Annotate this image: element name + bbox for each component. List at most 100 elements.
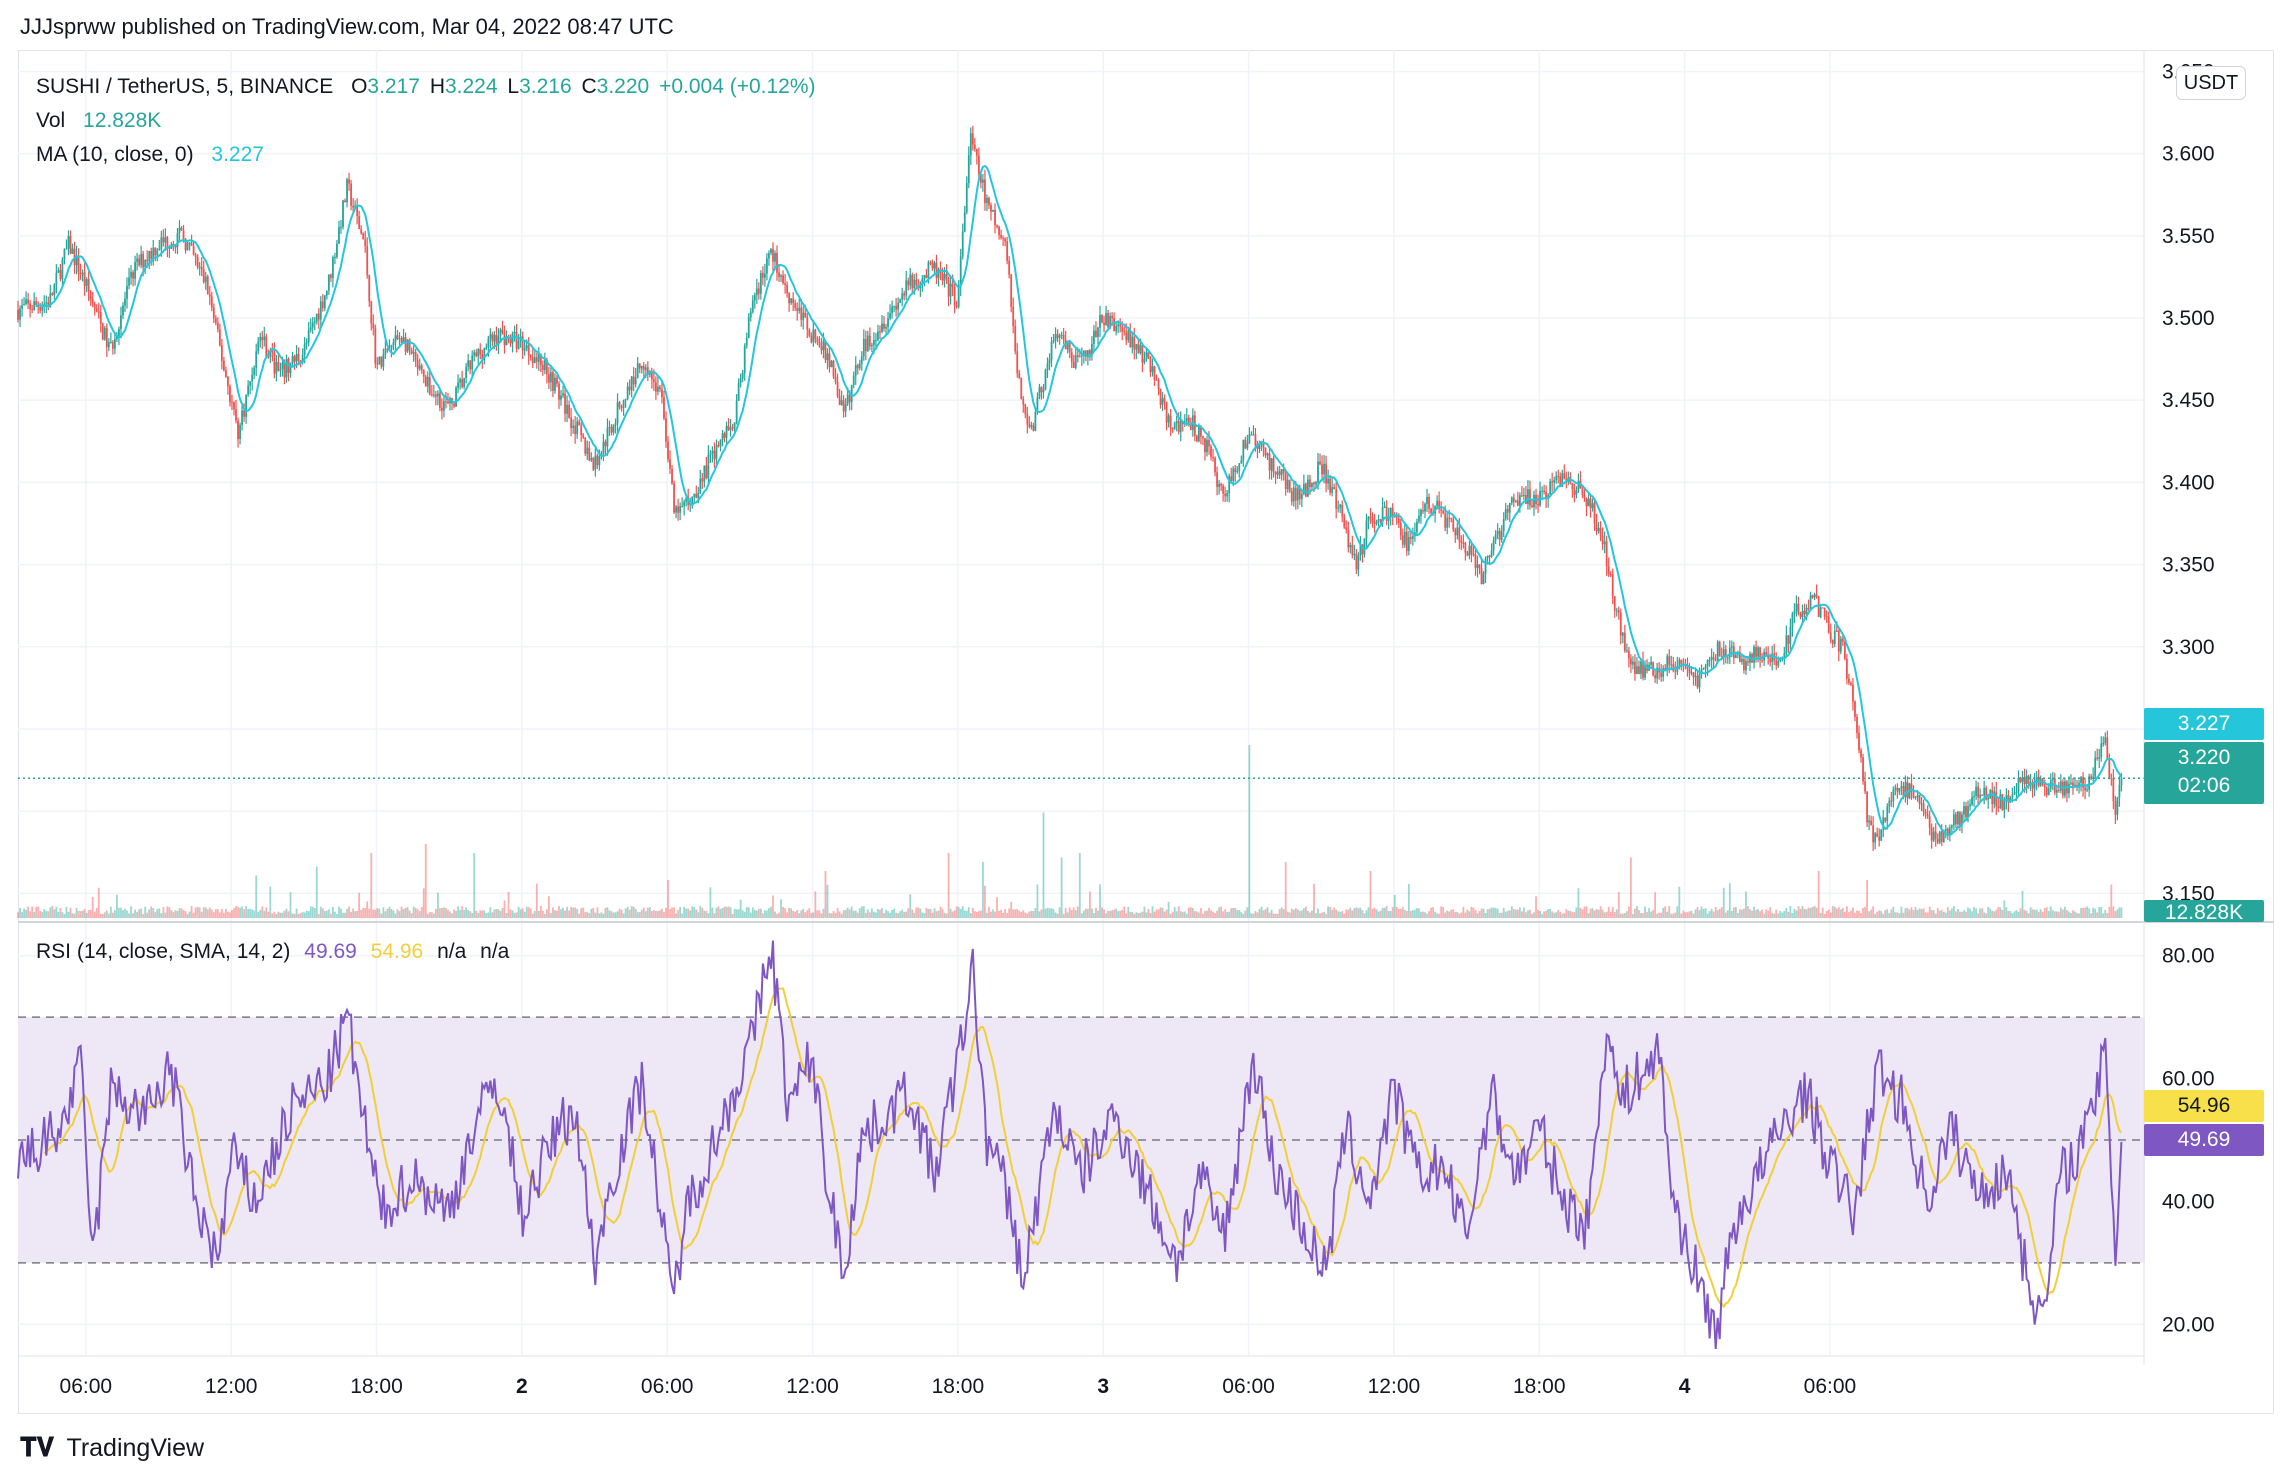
candle-body [1420,510,1422,517]
candle-body [830,360,833,368]
volume-bar [943,912,946,918]
volume-bar [659,910,661,918]
candle-body [691,496,694,505]
candle-body [174,246,177,248]
volume-bar [1062,913,1065,918]
volume-bar [1692,913,1695,918]
volume-bar [1456,911,1459,918]
candle-body [1508,503,1511,513]
volume-bar [422,888,425,918]
candle-body [1010,274,1013,307]
candle-body [188,242,191,244]
candle-body [1583,494,1586,499]
candle-body [693,494,696,497]
volume-bar [1950,908,1953,918]
volume-bar [755,910,758,918]
volume-bar [136,911,139,918]
volume-bar [588,913,591,918]
volume-bar [776,913,778,918]
candle-body [400,338,403,343]
volume-bar [1852,907,1854,918]
volume-bar [473,853,476,918]
volume-bar [2001,909,2004,918]
candle-body [665,418,667,442]
candle-body [99,312,102,324]
candle-body [1698,674,1701,688]
volume-bar [358,892,361,918]
candle-body [489,334,492,339]
candle-body [554,377,556,391]
candle-body [1597,527,1600,531]
volume-bar [529,908,532,918]
volume-bar [965,910,968,918]
vol-label: Vol [36,109,66,132]
candle-body [1617,610,1620,613]
candle-body [1880,829,1883,841]
candle-body [321,301,324,309]
volume-bar [327,909,330,918]
candle-body [2096,757,2099,759]
volume-bar [814,891,817,918]
volume-bar [368,908,371,918]
volume-bar [766,910,768,918]
volume-bar [1843,911,1846,918]
volume-bar [1478,911,1481,918]
volume-bar [73,913,76,918]
footer-brand[interactable]: 𝐓𝐕 TradingView [20,1432,204,1464]
chart-frame[interactable] [18,50,2274,1414]
volume-bar [376,908,379,918]
candle-body [1702,668,1705,670]
rsi-label[interactable]: RSI (14, close, SMA, 14, 2) [36,940,291,963]
candle-body [1456,527,1459,536]
volume-bar [1428,911,1430,918]
candle-body [1450,518,1453,520]
currency-button[interactable]: USDT [2176,66,2246,100]
candle-body [27,299,29,304]
candle-body [905,280,908,296]
candle-body [1224,493,1227,497]
volume-bar [1448,911,1451,918]
volume-bar [1944,912,1947,918]
candle-body [1472,554,1475,556]
candle-body [1607,566,1610,574]
candle-body [1195,435,1198,442]
candle-body [1747,661,1749,663]
volume-bar [743,911,746,918]
candle-body [1712,657,1715,660]
candle-body [29,303,32,310]
candle-body [241,410,243,425]
candle-body [862,338,865,357]
candle-body [604,441,607,447]
candle-body [1629,658,1632,665]
volume-bar [1367,907,1370,918]
volume-bar [134,909,136,918]
candle-body [778,272,780,277]
candle-body [2017,778,2020,792]
ma-label[interactable]: MA (10, close, 0) [36,143,194,166]
volume-bar [1234,907,1237,918]
candle-body [410,350,413,354]
candle-body [2031,782,2034,789]
candle-body [461,379,464,388]
volume-bar [741,910,744,918]
volume-bar [208,907,211,918]
volume-bar [269,886,272,918]
volume-bar [604,907,607,918]
candle-body [1531,505,1533,508]
volume-bar [1973,906,1975,918]
candle-body [1113,318,1116,332]
volume-bar [130,906,132,918]
volume-bar [113,910,116,918]
volume-bar [180,908,183,918]
candle-body [1591,503,1594,509]
volume-bar [2023,909,2026,918]
volume-bar [449,911,451,918]
volume-bar [2009,910,2012,918]
volume-bar [570,907,573,918]
candle-body [25,299,27,305]
candle-body [846,394,849,405]
candle-body [134,261,136,279]
symbol-label[interactable]: SUSHI / TetherUS, 5, BINANCE [36,75,334,98]
